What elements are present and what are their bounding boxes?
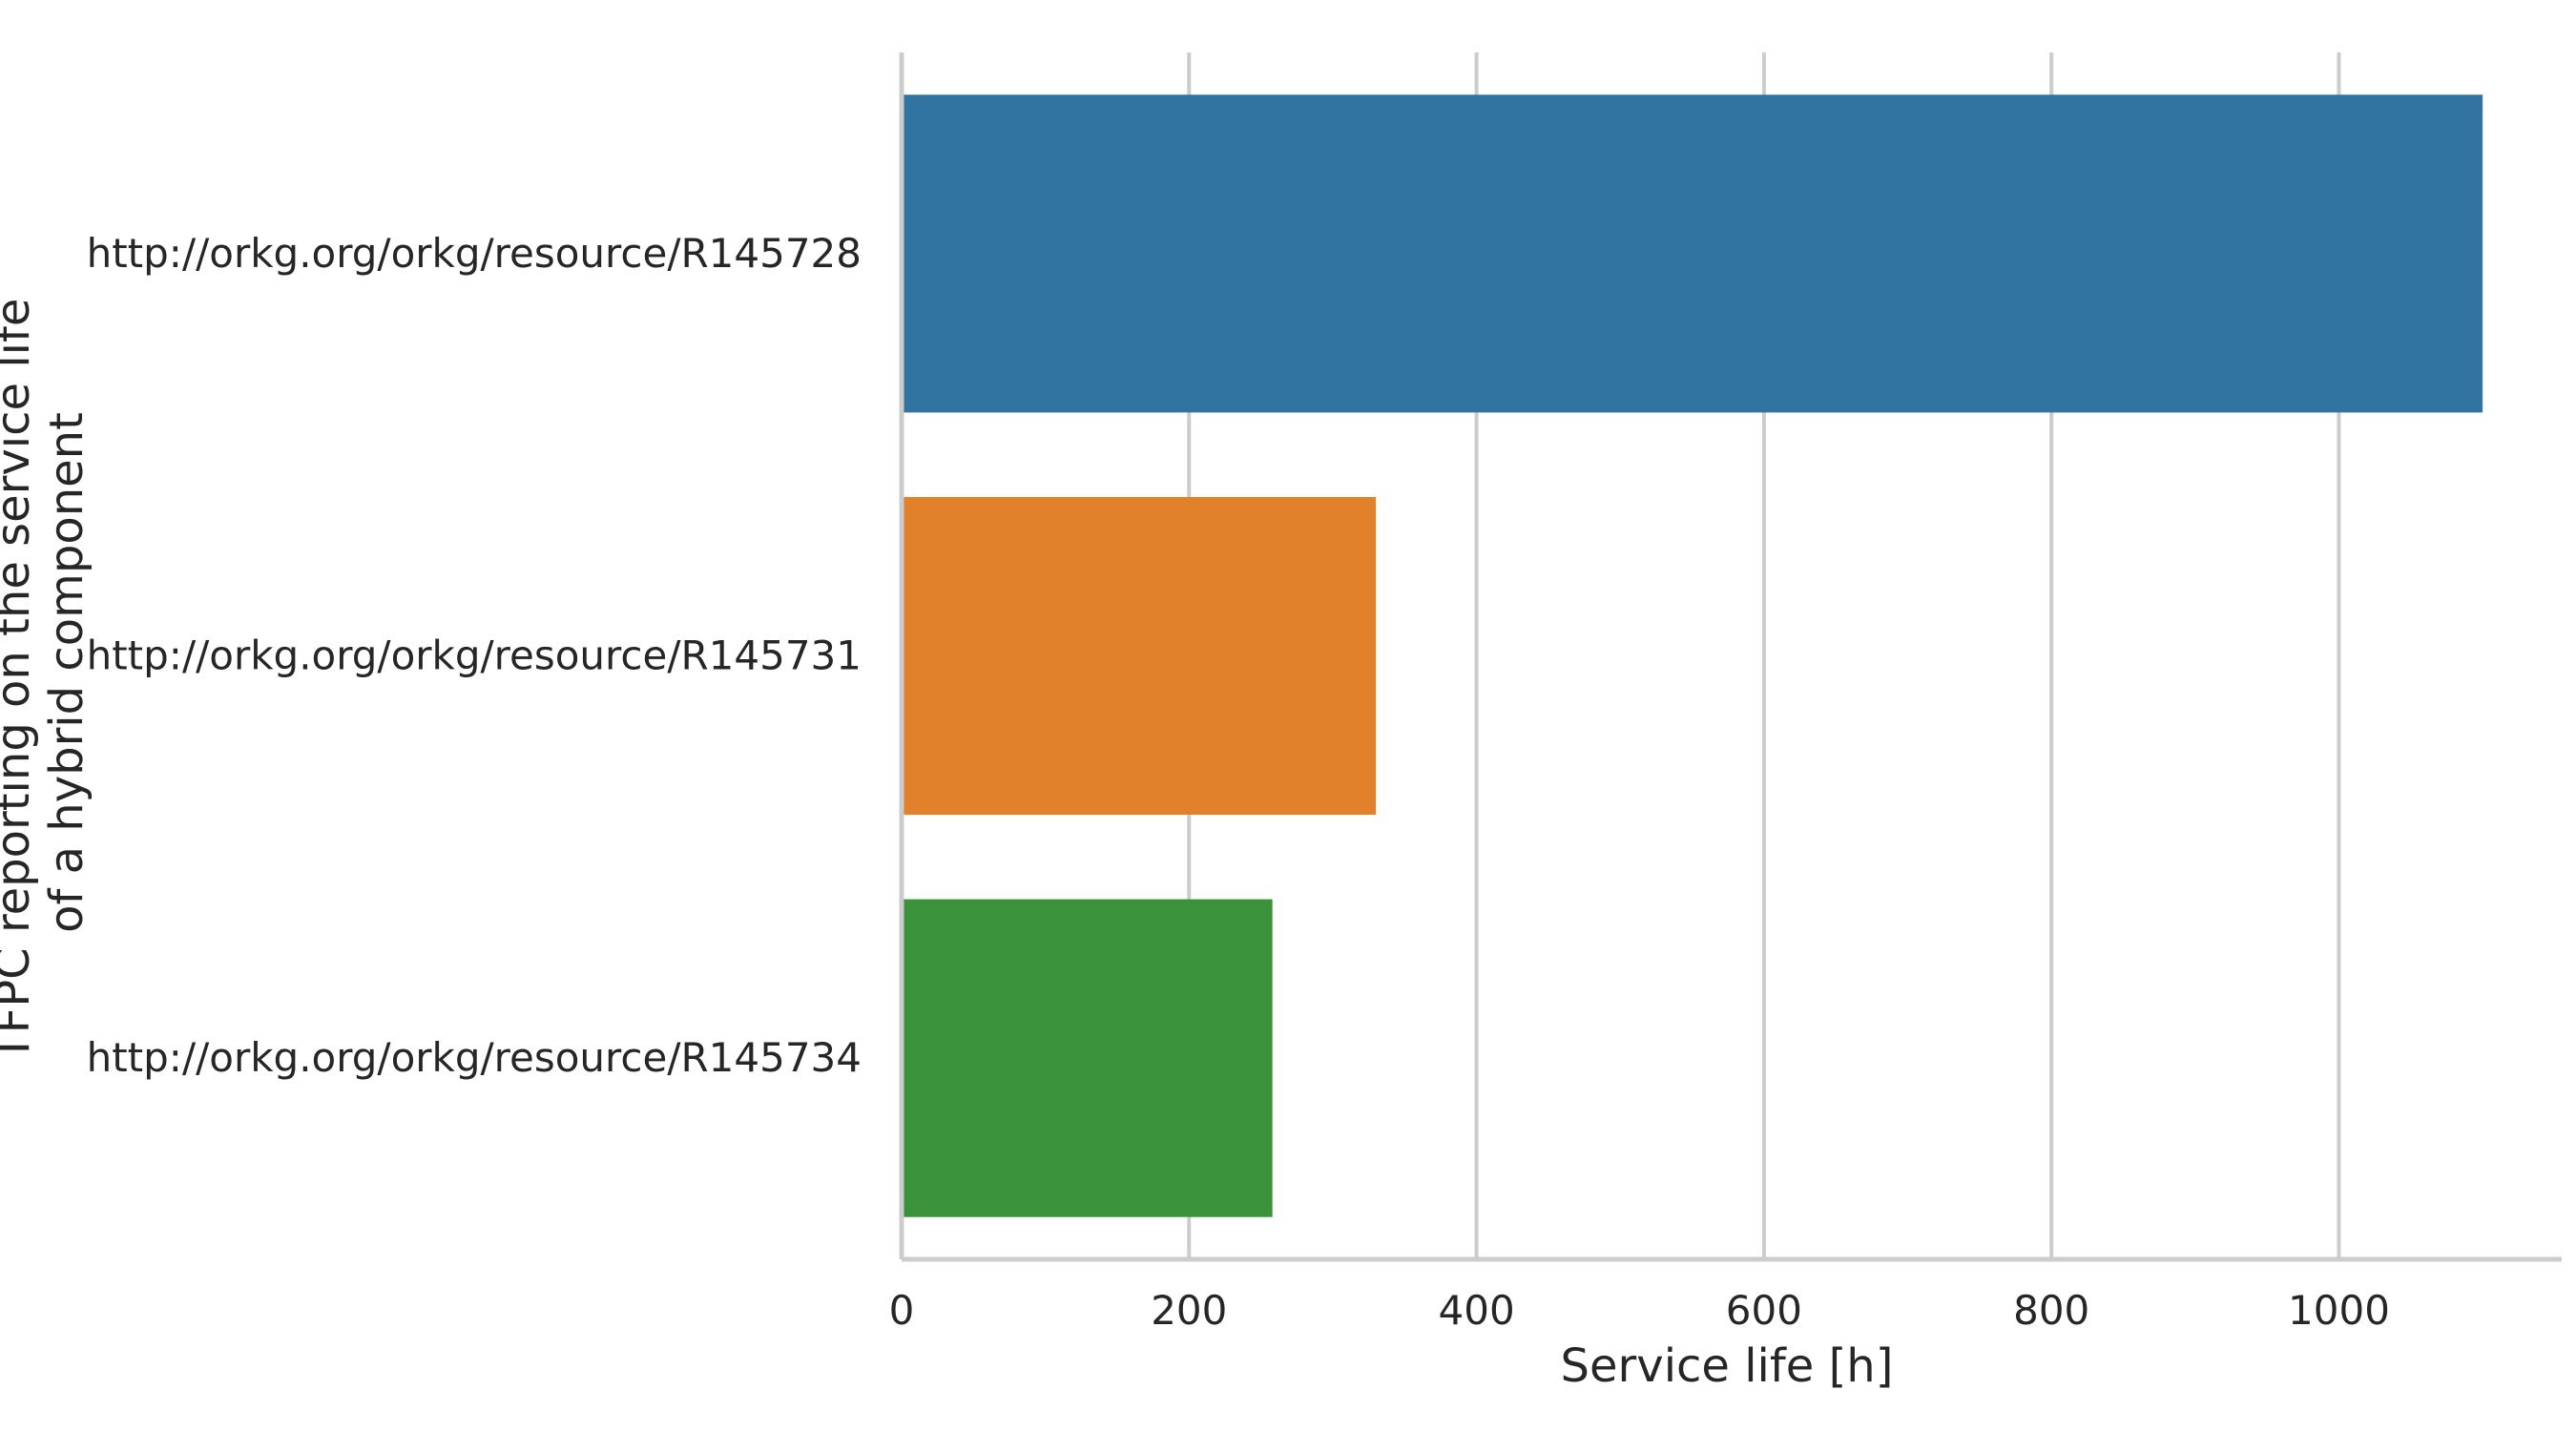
x-tick-label-200: 200 <box>1151 1287 1227 1334</box>
bar-3 <box>902 899 1273 1217</box>
bar-2 <box>902 496 1377 816</box>
x-tick-labels: 0 200 400 600 800 1000 <box>889 1287 2390 1334</box>
x-tick-label-800: 800 <box>2013 1287 2089 1334</box>
y-axis-title: TFPC reporting on the service life of a … <box>0 283 93 1062</box>
y-tick-label-2: http://orkg.org/orkg/resource/R145731 <box>87 633 862 679</box>
bar-1 <box>902 94 2483 413</box>
bars <box>902 94 2483 1217</box>
x-tick-label-400: 400 <box>1439 1287 1515 1334</box>
y-tick-label-3: http://orkg.org/orkg/resource/R145734 <box>87 1034 862 1081</box>
y-tick-labels: http://orkg.org/orkg/resource/R145728 htt… <box>87 230 862 1081</box>
x-tick-label-1000: 1000 <box>2288 1287 2390 1334</box>
y-tick-label-1: http://orkg.org/orkg/resource/R145728 <box>87 230 862 277</box>
axes <box>899 52 2562 1262</box>
x-axis-title: Service life [h] <box>1561 1339 1894 1393</box>
x-tick-label-0: 0 <box>889 1287 915 1334</box>
y-axis-title-line-1: TFPC reporting on the service life <box>0 299 40 1063</box>
y-axis-title-line-2: of a hybrid component <box>40 412 93 933</box>
x-tick-label-600: 600 <box>1726 1287 1802 1334</box>
